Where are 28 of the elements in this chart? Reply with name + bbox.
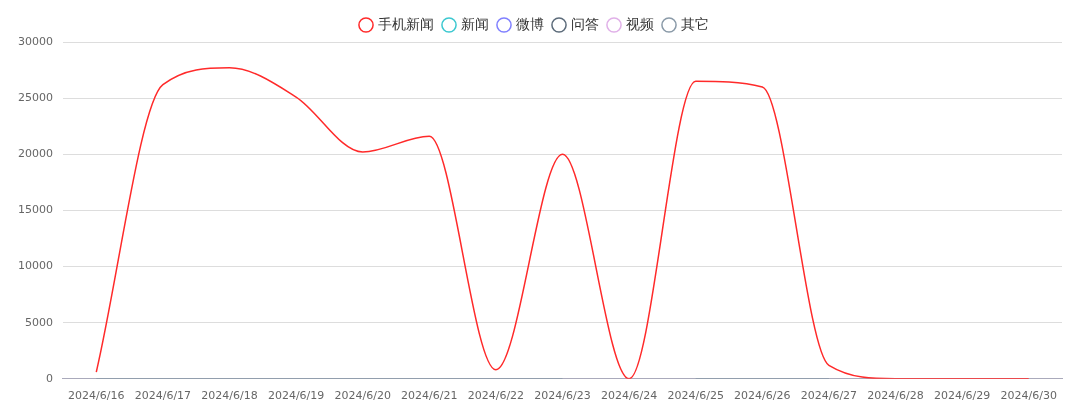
x-tick-label: 2024/6/26 bbox=[734, 389, 791, 403]
x-tick-label: 2024/6/20 bbox=[334, 389, 391, 403]
y-tick-label: 25000 bbox=[17, 90, 53, 104]
x-tick-label: 2024/6/16 bbox=[68, 389, 125, 403]
y-tick-label: 10000 bbox=[17, 259, 53, 273]
legend-label: 问答 bbox=[571, 15, 599, 32]
y-tick-label: 30000 bbox=[17, 34, 53, 48]
x-tick-label: 2024/6/29 bbox=[933, 389, 991, 403]
x-tick-label: 2024/6/25 bbox=[667, 389, 724, 403]
legend-label: 手机新闻 bbox=[378, 15, 434, 32]
y-tick-label: 20000 bbox=[17, 147, 53, 161]
y-tick-label: 0 bbox=[45, 371, 53, 385]
x-tick-label: 2024/6/17 bbox=[134, 389, 192, 403]
x-tick-label: 2024/6/21 bbox=[401, 389, 458, 403]
x-tick-label: 2024/6/19 bbox=[267, 389, 325, 403]
x-tick-label: 2024/6/18 bbox=[201, 389, 258, 403]
y-tick-label: 5000 bbox=[24, 315, 53, 329]
legend-label: 其它 bbox=[681, 15, 709, 32]
x-tick-label: 2024/6/30 bbox=[1000, 389, 1057, 403]
legend-label: 新闻 bbox=[461, 15, 489, 32]
x-tick-label: 2024/6/27 bbox=[800, 389, 858, 403]
x-tick-label: 2024/6/23 bbox=[534, 389, 591, 403]
y-tick-label: 15000 bbox=[17, 203, 53, 217]
legend-label: 微博 bbox=[516, 15, 544, 32]
legend-label: 视频 bbox=[626, 15, 654, 32]
x-tick-label: 2024/6/28 bbox=[867, 389, 924, 403]
x-tick-label: 2024/6/22 bbox=[467, 389, 525, 403]
x-tick-label: 2024/6/24 bbox=[600, 389, 658, 403]
